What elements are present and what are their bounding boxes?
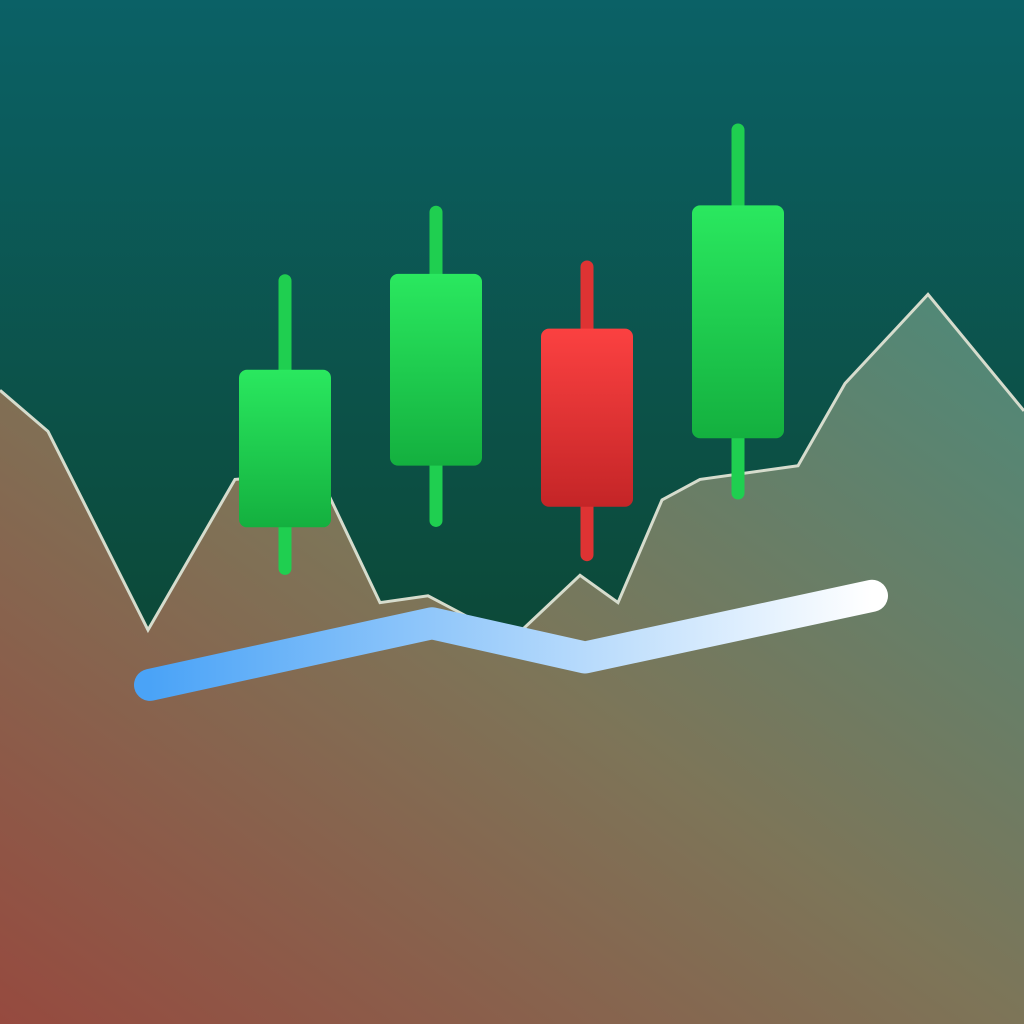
candle-body <box>390 273 482 466</box>
candle-body <box>541 328 633 507</box>
bullish-candle <box>239 274 331 575</box>
trend-line <box>134 579 888 701</box>
bullish-candle <box>692 123 784 500</box>
candle-body <box>692 205 784 439</box>
candle-body <box>239 369 331 528</box>
area-fill <box>0 294 1024 1024</box>
bearish-candle <box>541 260 633 562</box>
candlestick-chart <box>239 123 784 575</box>
bullish-candle <box>390 205 482 527</box>
